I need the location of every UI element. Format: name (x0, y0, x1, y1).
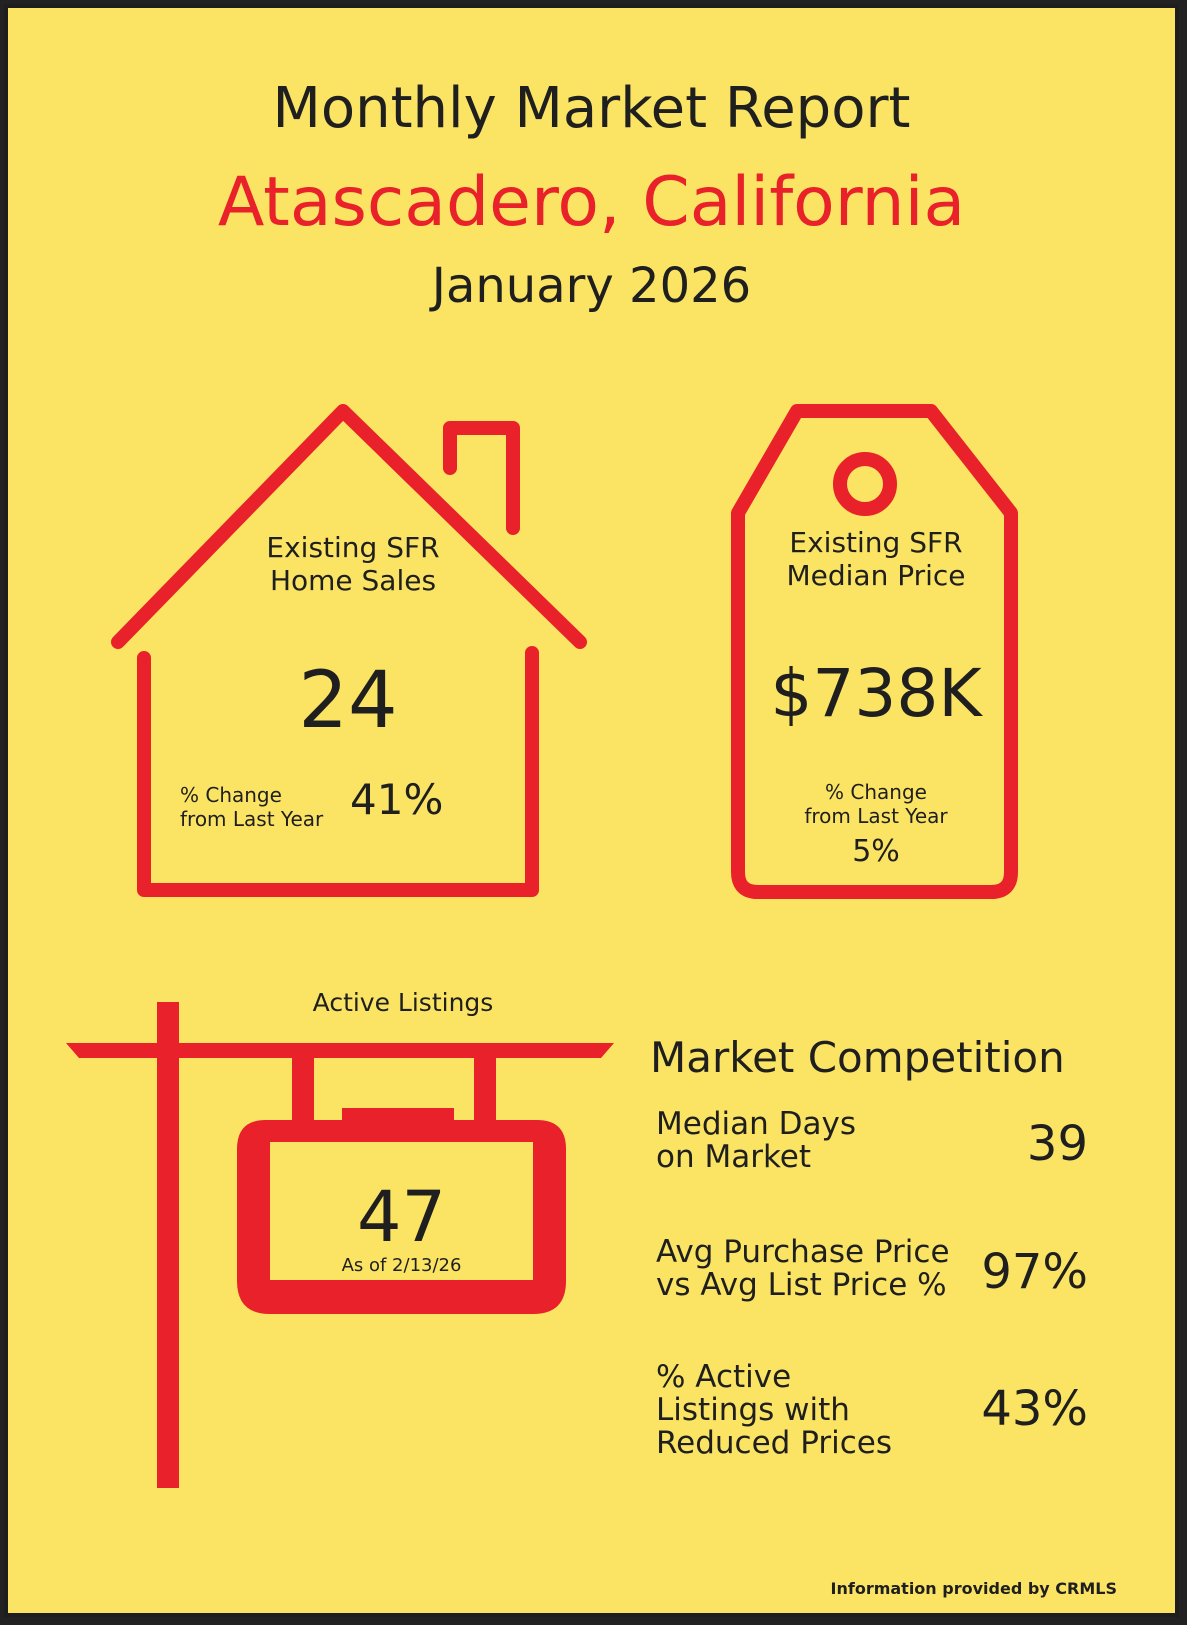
infographic-artwork (66, 404, 1018, 1488)
median-price-change-label-line1: % Change (825, 780, 927, 804)
active-listings-as-of: As of 2/13/26 (341, 1255, 462, 1276)
report-title: Monthly Market Report (272, 76, 911, 141)
house-icon (111, 404, 587, 897)
purchase-vs-list-label-line1: Avg Purchase Price (656, 1234, 950, 1270)
reduced-prices-label-line3: Reduced Prices (656, 1425, 892, 1461)
reduced-prices-label-line1: % Active (656, 1359, 792, 1395)
median-price-change-value: 5% (852, 834, 900, 869)
reduced-prices-label-line2: Listings with (656, 1392, 850, 1428)
purchase-vs-list-value: 97% (981, 1244, 1088, 1300)
home-sales-label-line2: Home Sales (269, 564, 437, 597)
home-sales-change-label-line2: from Last Year (180, 807, 324, 831)
median-price-label: Existing SFR Median Price (741, 526, 1011, 592)
market-report-page: Monthly Market Report Atascadero, Califo… (4, 4, 1179, 1617)
home-sales-label-line1: Existing SFR (266, 531, 440, 564)
median-price-change-label-line2: from Last Year (804, 804, 948, 828)
median-price-label-line2: Median Price (786, 559, 966, 592)
median-price-label-line1: Existing SFR (789, 526, 963, 559)
purchase-vs-list-label: Avg Purchase Price vs Avg List Price % (656, 1236, 996, 1302)
reduced-prices-label: % Active Listings with Reduced Prices (656, 1361, 996, 1460)
home-sales-change-label: % Change from Last Year (180, 783, 323, 831)
median-days-label-line2: on Market (656, 1139, 812, 1175)
reduced-prices-value: 43% (981, 1381, 1088, 1437)
active-listings-value: 47 (356, 1176, 447, 1258)
price-tag-icon (731, 404, 1018, 899)
data-source-note: Information provided by CRMLS (830, 1579, 1117, 1598)
purchase-vs-list-label-line2: vs Avg List Price % (656, 1267, 947, 1303)
market-competition-title: Market Competition (650, 1033, 1065, 1082)
home-sales-change-label-line1: % Change (180, 783, 282, 807)
home-sales-value: 24 (298, 656, 398, 746)
median-price-change-label: % Change from Last Year (741, 780, 1011, 828)
home-sales-change-value: 41% (350, 775, 444, 824)
for-sale-sign-icon (66, 1002, 614, 1488)
report-period: January 2026 (431, 258, 752, 314)
median-price-value: $738K (770, 655, 982, 732)
home-sales-label: Existing SFR Home Sales (198, 531, 508, 597)
active-listings-label: Active Listings (312, 988, 494, 1017)
report-location: Atascadero, California (217, 163, 966, 242)
median-days-label-line1: Median Days (656, 1106, 856, 1142)
median-days-label: Median Days on Market (656, 1108, 996, 1174)
median-days-value: 39 (1026, 1116, 1088, 1172)
